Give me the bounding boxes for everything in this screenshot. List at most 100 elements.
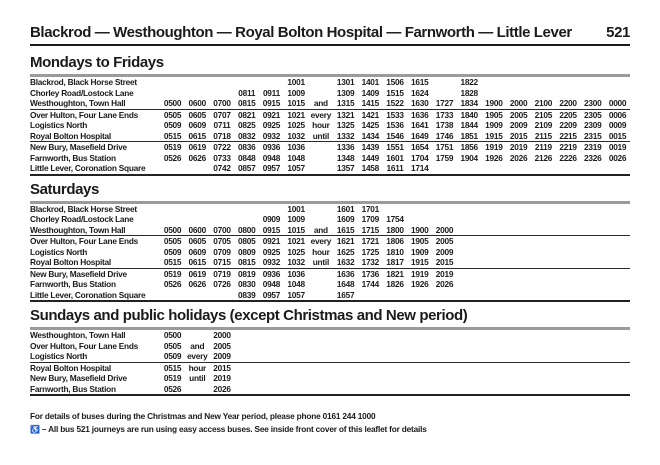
frequency-word-cell: and	[308, 98, 334, 110]
time-cell: 2015	[506, 130, 531, 142]
empty-cell	[605, 204, 630, 215]
time-cell: 0711	[213, 120, 231, 130]
empty-cell	[506, 77, 531, 88]
time-cell: 1001	[287, 203, 305, 214]
empty-cell	[210, 290, 235, 302]
stop-name: Logistics North	[30, 120, 88, 130]
timetable-row: Royal Bolton Hospital 0515 0615 0718 0832 093…	[30, 130, 630, 142]
time-cell: 1032	[283, 130, 309, 142]
empty-cell	[234, 77, 259, 88]
empty-cell	[556, 204, 581, 215]
empty-cell	[432, 88, 457, 99]
empty-cell	[210, 214, 235, 225]
empty-cell	[556, 247, 581, 258]
time-cell: 0811	[238, 87, 256, 98]
time-cell: 1919	[411, 268, 429, 279]
time-cell: 1904	[460, 152, 478, 163]
time-cell: 0957	[262, 289, 281, 300]
time-cell: 0911	[262, 87, 280, 98]
empty-cell	[580, 330, 605, 341]
time-cell: 0505	[163, 236, 182, 246]
empty-cell	[185, 204, 210, 215]
timetable-row: Royal Bolton Hospital 0515 hour 2015	[30, 362, 630, 373]
empty-cell	[506, 351, 531, 363]
time-cell: 0925	[262, 120, 281, 130]
time-cell: 0839	[237, 289, 256, 300]
time-cell: 0718	[209, 130, 235, 142]
time-cell: 0936	[262, 142, 281, 152]
time-cell: 1926	[485, 152, 503, 163]
empty-cell	[185, 214, 210, 225]
time-cell: 0515	[160, 130, 185, 142]
timetable-row: Farnworth, Bus Station 0526 0626 0733 0848 09…	[30, 153, 630, 164]
time-cell: 2000	[506, 98, 531, 110]
time-cell: 0707	[213, 109, 231, 120]
time-cell: 1048	[287, 152, 305, 163]
time-cell: 1001	[287, 77, 305, 87]
empty-cell	[506, 373, 531, 384]
empty-cell	[309, 330, 334, 341]
time-cell: 1425	[361, 120, 380, 130]
time-cell: 1601	[336, 203, 355, 214]
time-cell: 1536	[386, 120, 404, 130]
stop-name: Logistics North	[30, 246, 88, 257]
time-cell: 0819	[237, 268, 256, 279]
time-cell: 0500	[160, 224, 185, 236]
time-cell: 0915	[259, 224, 284, 236]
empty-cell	[531, 290, 556, 302]
time-cell: 1732	[357, 257, 383, 269]
time-cell: 1919	[485, 142, 503, 152]
empty-cell	[457, 163, 482, 175]
empty-cell	[383, 330, 408, 341]
empty-cell	[457, 373, 482, 384]
stop-name: New Bury, Masefield Drive	[30, 142, 127, 152]
timetable-row: Logistics North 0509 0609 0709 0809 0925 1025 h…	[30, 247, 630, 258]
section-heading-weekdays: Mondays to Fridays	[30, 55, 630, 77]
empty-cell	[580, 236, 605, 247]
empty-cell	[284, 384, 309, 396]
empty-cell	[259, 373, 284, 384]
empty-cell	[185, 77, 210, 88]
time-cell: 2015	[432, 257, 457, 269]
empty-cell	[580, 214, 605, 225]
empty-cell	[309, 279, 334, 290]
empty-cell	[432, 77, 457, 88]
time-cell: 0605	[188, 109, 207, 120]
empty-cell	[432, 214, 457, 225]
frequency-word-cell: and	[190, 340, 205, 351]
time-cell: 1409	[361, 87, 380, 98]
empty-cell	[210, 77, 235, 88]
empty-cell	[556, 268, 581, 279]
time-cell: 0948	[262, 279, 281, 289]
stop-name: Westhoughton, Town Hall	[30, 224, 161, 236]
time-cell: 1636	[411, 109, 429, 120]
time-cell: 1844	[460, 120, 478, 130]
empty-cell	[457, 236, 482, 247]
empty-cell	[605, 290, 630, 302]
stop-name: Westhoughton, Town Hall	[30, 330, 126, 340]
time-cell: 1905	[411, 236, 429, 246]
time-cell: 0009	[608, 120, 627, 130]
time-cell: 1725	[361, 246, 380, 257]
empty-cell	[160, 88, 185, 99]
time-cell: 1321	[336, 109, 355, 120]
time-cell: 1817	[382, 257, 408, 269]
empty-cell	[185, 330, 210, 341]
time-cell: 0509	[163, 120, 182, 130]
empty-cell	[457, 341, 482, 352]
empty-cell	[457, 330, 482, 341]
empty-cell	[234, 384, 259, 396]
time-cell: 0733	[213, 152, 231, 163]
empty-cell	[358, 384, 383, 396]
empty-cell	[605, 279, 630, 290]
time-cell: 0509	[163, 246, 182, 257]
empty-cell	[284, 362, 309, 373]
timetable-row: Farnworth, Bus Station 0526 2026	[30, 384, 630, 396]
time-cell: 1048	[287, 279, 305, 289]
time-cell: 1546	[382, 130, 408, 142]
time-cell: 1909	[485, 120, 503, 130]
time-cell: 0015	[605, 130, 630, 142]
empty-cell	[309, 384, 334, 396]
time-cell: 1751	[435, 142, 454, 152]
time-cell: 1533	[386, 109, 404, 120]
